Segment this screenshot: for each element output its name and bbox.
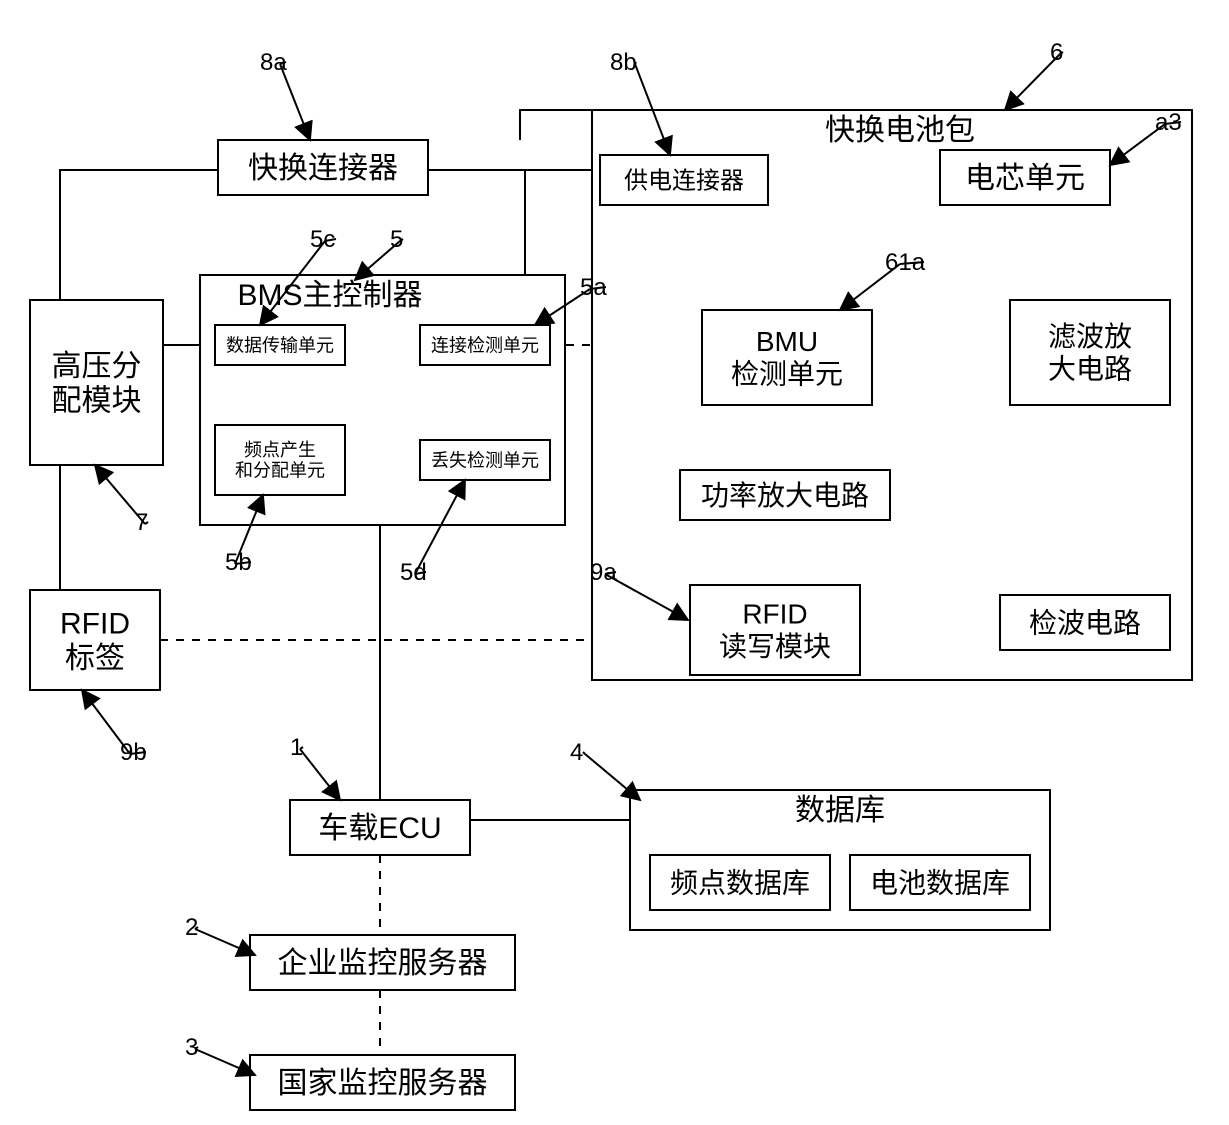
box-rfid_tag: RFID标签 [30,590,160,690]
box-label-cell_unit: 电芯单元 [965,162,1085,195]
box-label-ecu: 车载ECU [318,812,441,845]
box-title-battery_pack: 快换电池包 [825,114,975,147]
box-label-power_amp: 功率放大电路 [701,480,869,511]
box-hv_dist: 高压分配模块 [30,300,163,465]
box-filter_amp: 滤波放大电路 [1010,300,1170,405]
box-power_amp: 功率放大电路 [680,470,890,520]
diagram-canvas: 快换连接器 快换电池包供电连接器 电芯单元高压分配模块 BMS主控制器数据传输单元 连接… [0,0,1229,1125]
box-label-freq_gen: 和分配单元 [235,461,325,481]
callout-9b: 9b [82,690,147,766]
box-label-nation_server: 国家监控服务器 [278,1067,488,1100]
box-power_connector: 供电连接器 [600,155,768,205]
box-rfid_rw: RFID读写模块 [690,585,860,675]
box-label-hv_dist: 高压分 [52,350,142,383]
callout-label-4: 4 [570,739,583,766]
box-freq_gen: 频点产生和分配单元 [215,425,345,495]
box-label-bmu: 检测单元 [731,358,843,389]
box-nation_server: 国家监控服务器 [250,1055,515,1110]
callout-1: 1 [290,734,340,800]
box-label-rfid_rw: 读写模块 [719,631,831,662]
callout-6: 6 [1005,39,1063,110]
box-label-rfid_tag: RFID [60,607,130,640]
box-title-db: 数据库 [795,794,885,827]
box-freq_db: 频点数据库 [650,855,830,910]
box-label-data_tx: 数据传输单元 [226,335,334,355]
box-quick_connector: 快换连接器 [218,140,428,195]
callout-5: 5 [355,226,403,280]
box-bmu: BMU检测单元 [702,310,872,405]
box-data_tx: 数据传输单元 [215,325,345,365]
callout-label-8b: 8b [610,49,637,76]
box-label-detect_circuit: 检波电路 [1029,607,1141,638]
box-label-rfid_rw: RFID [742,599,807,630]
callout-4: 4 [570,739,640,800]
connector-line [60,170,218,300]
box-label-loss_detect: 丢失检测单元 [431,450,539,470]
box-label-filter_amp: 大电路 [1048,353,1132,384]
box-label-freq_db: 频点数据库 [670,867,810,898]
box-label-filter_amp: 滤波放 [1048,321,1132,352]
box-label-batt_db: 电池数据库 [870,867,1010,898]
box-ecu: 车载ECU [290,800,470,855]
box-corp_server: 企业监控服务器 [250,935,515,990]
callout-2: 2 [185,914,255,955]
box-label-power_connector: 供电连接器 [624,167,744,194]
box-batt_db: 电池数据库 [850,855,1030,910]
box-label-rfid_tag: 标签 [65,642,125,675]
box-detect_circuit: 检波电路 [1000,595,1170,650]
callout-7: 7 [95,465,148,536]
box-cell_unit: 电芯单元 [940,150,1110,205]
box-label-hv_dist: 配模块 [52,384,142,417]
callout-3: 3 [185,1034,255,1075]
box-label-corp_server: 企业监控服务器 [278,947,488,980]
box-label-quick_connector: 快换连接器 [248,152,398,185]
box-title-bms: BMS主控制器 [237,279,422,312]
box-loss_detect: 丢失检测单元 [420,440,550,480]
box-conn_detect: 连接检测单元 [420,325,550,365]
box-label-conn_detect: 连接检测单元 [431,335,539,355]
box-label-freq_gen: 频点产生 [244,440,316,460]
box-label-bmu: BMU [756,326,818,357]
callout-8a: 8a [260,49,310,140]
